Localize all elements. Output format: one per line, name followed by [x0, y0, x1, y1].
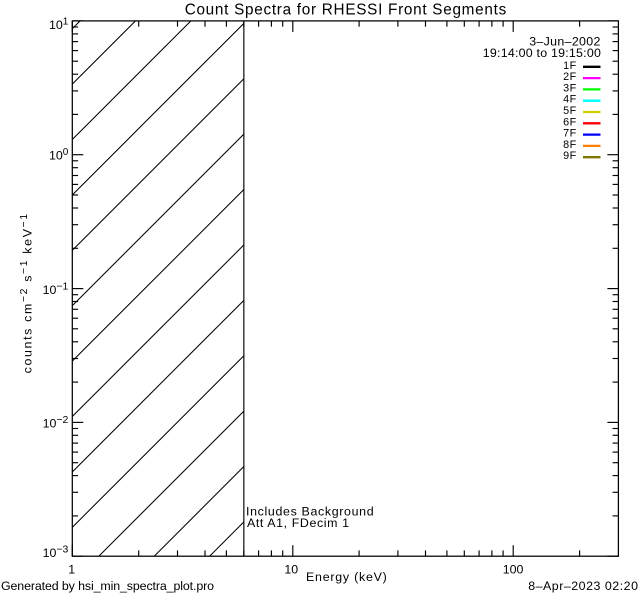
svg-text:Generated by hsi_min_spectra_p: Generated by hsi_min_spectra_plot.pro: [1, 579, 214, 593]
svg-text:3F: 3F: [563, 82, 577, 94]
svg-text:8–Apr–2023 02:20: 8–Apr–2023 02:20: [528, 579, 638, 593]
svg-text:10: 10: [284, 563, 298, 577]
svg-text:5F: 5F: [563, 105, 577, 117]
svg-text:19:14:00 to 19:15:00: 19:14:00 to 19:15:00: [483, 46, 601, 60]
svg-text:100: 100: [503, 563, 524, 577]
svg-text:Att A1, FDecim 1: Att A1, FDecim 1: [247, 516, 350, 530]
svg-text:8F: 8F: [563, 139, 577, 151]
svg-text:3–Jun–2002: 3–Jun–2002: [529, 35, 601, 49]
svg-text:Energy (keV): Energy (keV): [306, 570, 388, 584]
svg-text:1F: 1F: [563, 60, 577, 72]
svg-text:9F: 9F: [563, 150, 577, 162]
svg-text:Count Spectra for RHESSI Front: Count Spectra for RHESSI Front Segments: [185, 2, 507, 19]
svg-text:2F: 2F: [563, 71, 577, 83]
svg-text:counts cm−2 s−1 keV−1: counts cm−2 s−1 keV−1: [19, 212, 35, 373]
svg-text:Includes Background: Includes Background: [246, 505, 374, 519]
svg-text:4F: 4F: [563, 94, 577, 106]
svg-text:7F: 7F: [563, 128, 577, 140]
svg-text:6F: 6F: [563, 116, 577, 128]
svg-text:1: 1: [68, 563, 75, 577]
